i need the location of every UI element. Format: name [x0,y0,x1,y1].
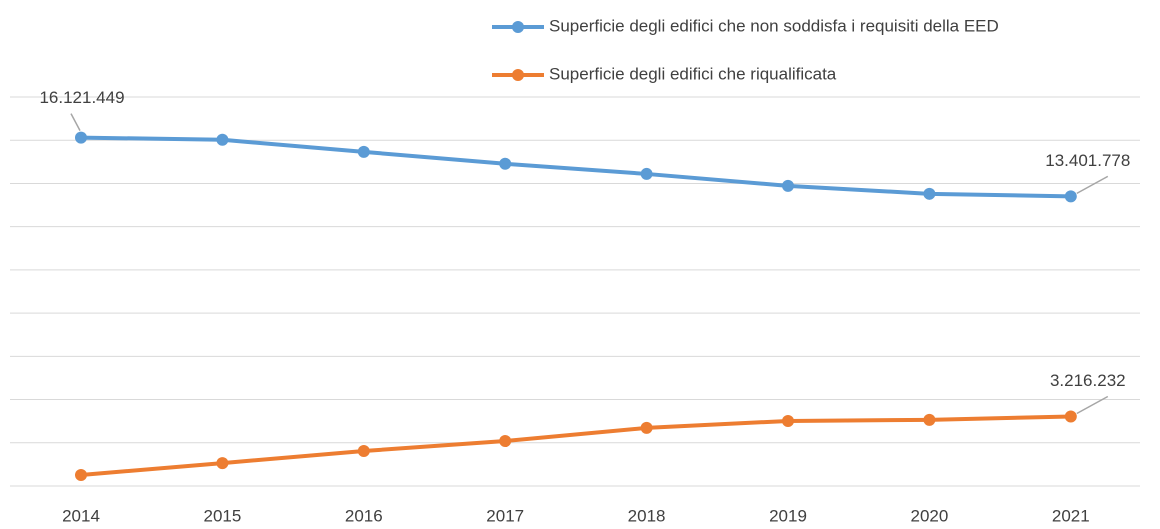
leader-line [1076,395,1109,415]
data-point [782,179,794,192]
data-point [640,421,653,434]
data-point [499,435,512,448]
x-tick-label: 2015 [203,506,241,525]
data-point [357,444,370,457]
leader-line [1076,175,1109,195]
x-tick-label: 2020 [910,506,948,525]
data-point [640,167,653,180]
leader-line [70,113,81,131]
data-point [923,187,936,200]
data-point [782,414,794,427]
data-label: 3.216.232 [1050,371,1126,390]
legend-marker [512,69,524,81]
x-tick-label: 2021 [1052,506,1090,525]
series-line [80,135,1071,199]
series-line [80,414,1071,477]
legend-label: Superficie degli edifici che non soddisf… [549,16,999,35]
data-point [499,157,512,170]
data-point [357,145,370,158]
data-point [923,413,936,426]
data-point [75,131,87,144]
x-tick-label: 2017 [486,506,524,525]
x-tick-label: 2014 [62,506,100,525]
legend-marker [512,21,524,33]
x-tick-label: 2019 [769,506,807,525]
data-label: 13.401.778 [1045,151,1130,170]
x-tick-label: 2018 [628,506,666,525]
x-tick-label: 2016 [345,506,383,525]
data-point [75,468,87,481]
data-point [216,133,229,146]
data-point [1064,190,1077,203]
data-point [1064,410,1077,423]
data-label: 16.121.449 [39,88,124,107]
data-point [216,457,229,470]
legend-label: Superficie degli edifici che riqualifica… [549,64,837,83]
